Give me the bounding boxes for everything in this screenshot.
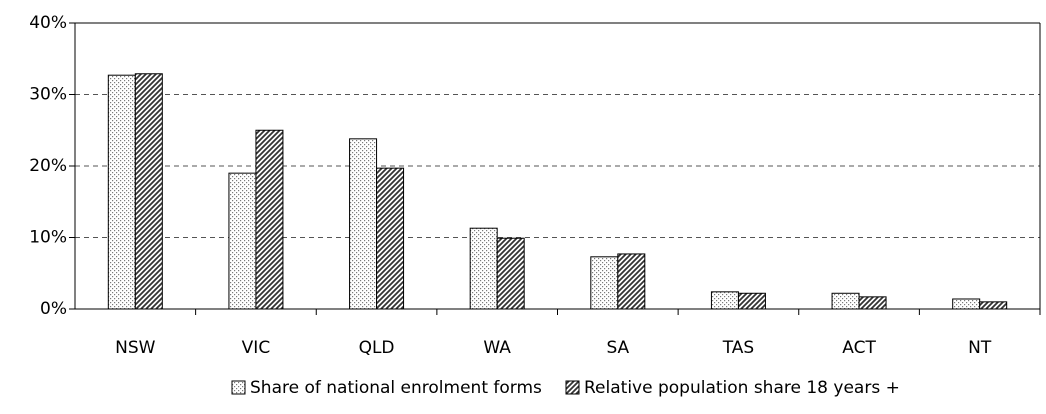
x-tick-label: QLD (359, 338, 395, 358)
bar (107, 74, 136, 310)
bar (590, 256, 619, 310)
y-tick-label: 40% (29, 13, 67, 33)
bar (617, 253, 646, 310)
legend-swatch (565, 380, 580, 395)
y-tick-label: 0% (40, 299, 67, 319)
y-tick-label: 30% (29, 85, 67, 105)
bar (134, 73, 163, 310)
y-tick-label: 10% (29, 228, 67, 248)
legend-label: Share of national enrolment forms (250, 378, 542, 398)
x-tick-label: NSW (115, 338, 156, 358)
bar (952, 298, 981, 310)
y-tick-label: 20% (29, 156, 67, 176)
bar (979, 301, 1008, 310)
bar (376, 167, 405, 310)
x-tick-label: SA (606, 338, 629, 358)
x-tick-label: NT (968, 338, 992, 358)
bar (858, 296, 887, 310)
legend-label: Relative population share 18 years + (584, 378, 900, 398)
bar (469, 227, 498, 310)
bar (349, 138, 378, 310)
bar (831, 292, 860, 310)
legend-swatch (231, 380, 246, 395)
x-tick-label: VIC (242, 338, 271, 358)
bar (228, 172, 257, 310)
x-tick-label: ACT (842, 338, 876, 358)
x-tick-label: WA (483, 338, 511, 358)
x-tick-label: TAS (722, 338, 755, 358)
bar (710, 291, 739, 310)
bar (255, 129, 284, 310)
bar (496, 237, 525, 310)
bar (737, 292, 766, 310)
